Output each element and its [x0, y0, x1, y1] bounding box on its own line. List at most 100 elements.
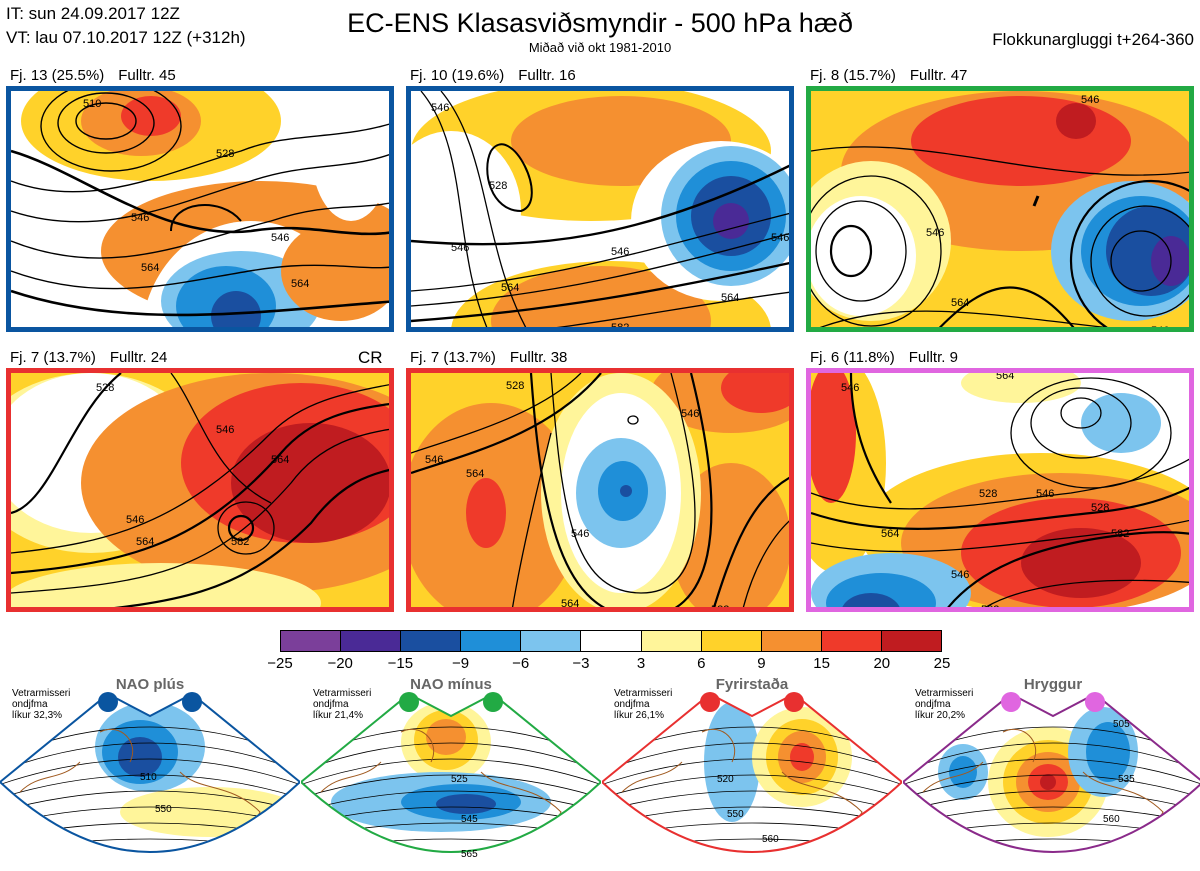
contour-label: 582	[711, 604, 729, 612]
contour-label: 528	[96, 382, 114, 394]
contour-label: 546	[611, 246, 629, 258]
contour-label: 564	[881, 528, 899, 540]
contour-label: 564	[141, 262, 159, 274]
contour-label: 564	[721, 292, 739, 304]
regime-marker-dot	[1085, 692, 1105, 712]
cluster-map-1[interactable]: 510 528 546 546 564 564	[6, 86, 394, 332]
height-contour	[301, 855, 601, 866]
cluster-map-4-field: 528 546 564 546 564 582	[11, 373, 389, 607]
contour-label: 560	[1103, 814, 1120, 825]
height-contour	[602, 774, 902, 802]
contour-label: 546	[926, 227, 944, 239]
regime-meta-line: Vetrarmisseri	[915, 688, 974, 699]
contour-label: 564	[561, 598, 579, 610]
regime-map[interactable]: 520 550 560 Fyrirstaða Vetrarmisseri ondjfma l…	[602, 672, 902, 871]
colorbar	[280, 630, 942, 652]
contour-label: 582	[1111, 528, 1129, 540]
height-contour	[301, 774, 601, 802]
init-time: IT: sun 24.09.2017 12Z	[6, 4, 180, 23]
regime-meta: Vetrarmisseri ondjfma líkur 20,2%	[915, 688, 973, 721]
cluster-map-5-field: 546 564 528 546 546 564 582	[411, 373, 789, 612]
cluster-map-6-field: 528 546 564 528 546 546 564 582 582	[811, 373, 1189, 607]
colorbar-swatch	[820, 631, 881, 651]
representative-member: Fulltr. 45	[118, 67, 176, 84]
contour-label: 546	[771, 232, 789, 244]
colorbar-tick-label: 15	[813, 655, 830, 672]
panel-4-tag: CR	[358, 348, 383, 367]
representative-member: Fulltr. 9	[908, 349, 958, 366]
cluster-count: Fj. 10 (19.6%)	[410, 67, 505, 84]
contour-label: 528	[489, 180, 507, 192]
contour-label: 560	[762, 834, 779, 845]
anomaly-shading	[1040, 774, 1056, 790]
contour-label: 528	[1091, 502, 1109, 514]
contour-label: 510	[83, 98, 101, 110]
colorbar-swatch	[281, 631, 341, 651]
regime-name: NAO plús	[115, 676, 185, 693]
contour-label: 546	[271, 232, 289, 244]
colorbar-swatch	[640, 631, 701, 651]
regime-meta: Vetrarmisseri ondjfma líkur 26,1%	[614, 688, 672, 721]
regime-meta-line: Vetrarmisseri	[614, 688, 673, 699]
regime-meta-line: ondjfma	[12, 699, 48, 710]
anomaly-shading	[1086, 722, 1130, 782]
contour-label: 550	[727, 809, 744, 820]
contour-label: 582	[611, 322, 629, 332]
contour-label: 546	[451, 242, 469, 254]
contour-label: 564	[291, 278, 309, 290]
cluster-map-2[interactable]: 528 546 546 546 564 564 582 546	[406, 86, 794, 332]
height-contour	[0, 790, 300, 815]
representative-member: Fulltr. 24	[109, 349, 168, 366]
contour-label: 505	[1113, 719, 1130, 730]
regime-meta: Vetrarmisseri ondjfma líkur 21,4%	[313, 688, 371, 721]
height-contour	[0, 742, 300, 776]
cluster-count: Fj. 13 (25.5%)	[10, 67, 105, 84]
colorbar-tick-label: −25	[267, 655, 293, 672]
contour-label: 546	[1151, 325, 1169, 332]
classification-window: Flokkunargluggi t+264-360	[992, 30, 1194, 49]
contour-label: 520	[717, 774, 734, 785]
panel-1-label: Fj. 13 (25.5%) Fulltr. 45	[10, 67, 190, 84]
regime-fan-border	[602, 692, 902, 853]
height-contour	[903, 774, 1200, 802]
contour-label: 565	[461, 849, 478, 860]
contour-label: 546	[431, 102, 449, 114]
height-contour	[903, 742, 1200, 776]
regime-map[interactable]: 510 550 NAO plús Vetrarmisseri ondjfma líkur …	[0, 672, 300, 871]
cluster-map-4[interactable]: 528 546 564 546 564 582	[6, 368, 394, 612]
regime-marker-dot	[784, 692, 804, 712]
regime-meta-line: Vetrarmisseri	[12, 688, 71, 699]
contour-label: 564	[996, 373, 1014, 382]
cluster-map-3[interactable]: 546 546 564 546	[806, 86, 1194, 332]
contour-label: 535	[1118, 774, 1135, 785]
contour-label: 564	[136, 536, 154, 548]
anomaly-shading	[790, 743, 814, 771]
regime-marker-dot	[399, 692, 419, 712]
height-contour	[0, 855, 300, 866]
contour-label: 528	[979, 488, 997, 500]
regime-map[interactable]: 505 535 560 Hryggur Vetrarmisseri ondjfma líku…	[903, 672, 1200, 871]
regime-map[interactable]: 525 545 565 NAO mínus Vetrarmisseri ondjfma lí…	[301, 672, 601, 871]
height-contour	[903, 855, 1200, 866]
colorbar-swatch	[340, 631, 401, 651]
regime-fan-map: 525 545 565	[301, 692, 601, 866]
height-contour	[301, 790, 601, 815]
contour-label: 545	[461, 814, 478, 825]
cluster-map-6[interactable]: 528 546 564 528 546 546 564 582 582	[806, 368, 1194, 612]
contour-label: 546	[1036, 488, 1054, 500]
contour-label: 582	[231, 536, 249, 548]
contour-label: 546	[951, 569, 969, 581]
regime-marker-dot	[1001, 692, 1021, 712]
regime-fan-border	[301, 692, 601, 853]
height-contour	[0, 774, 300, 802]
contour-label: 564	[466, 468, 484, 480]
regime-meta-line: líkur 32,3%	[12, 710, 63, 721]
regime-meta: Vetrarmisseri ondjfma líkur 32,3%	[12, 688, 70, 721]
regime-marker-dot	[98, 692, 118, 712]
cluster-map-5[interactable]: 546 564 528 546 546 564 582	[406, 368, 794, 612]
cluster-count: Fj. 7 (13.7%)	[10, 349, 96, 366]
colorbar-swatch	[580, 631, 641, 651]
height-contour	[903, 758, 1200, 789]
regime-meta-line: Vetrarmisseri	[313, 688, 372, 699]
colorbar-swatch	[700, 631, 761, 651]
